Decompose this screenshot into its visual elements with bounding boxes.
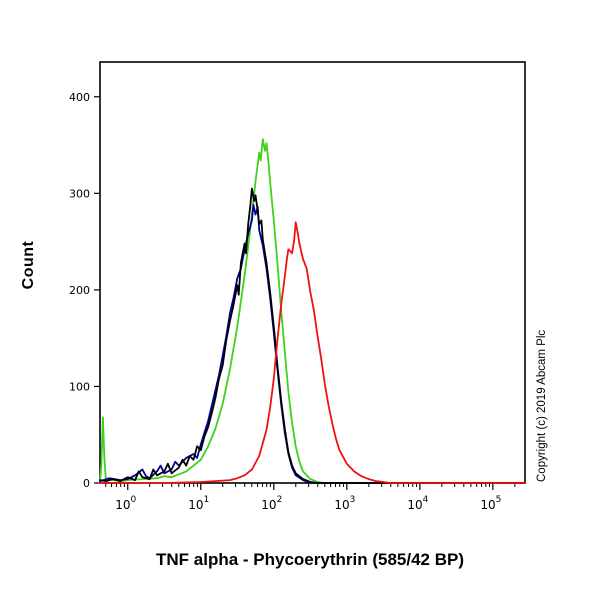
y-tick-label: 0 (83, 477, 90, 490)
y-tick-label: 200 (69, 284, 90, 297)
series-black-curve (99, 187, 526, 484)
y-axis-label: Count (20, 240, 37, 290)
x-tick-label: 102 (261, 495, 282, 512)
x-tick-label: 105 (480, 495, 501, 512)
x-tick-label: 104 (407, 495, 428, 512)
x-tick-label: 100 (115, 495, 136, 512)
series-red-curve (99, 221, 526, 484)
plot-border (99, 61, 526, 484)
y-tick-label: 100 (69, 380, 90, 393)
x-tick-label: 101 (188, 495, 209, 512)
x-tick-label: 103 (334, 495, 355, 512)
series-blue-curve (99, 203, 526, 484)
series-green-curve (99, 138, 526, 484)
y-tick-label: 300 (69, 187, 90, 200)
copyright-text: Copyright (c) 2019 Abcam Plc (536, 329, 548, 482)
x-axis-label: TNF alpha - Phycoerythrin (585/42 BP) (156, 550, 464, 569)
y-tick-label: 400 (69, 91, 90, 104)
